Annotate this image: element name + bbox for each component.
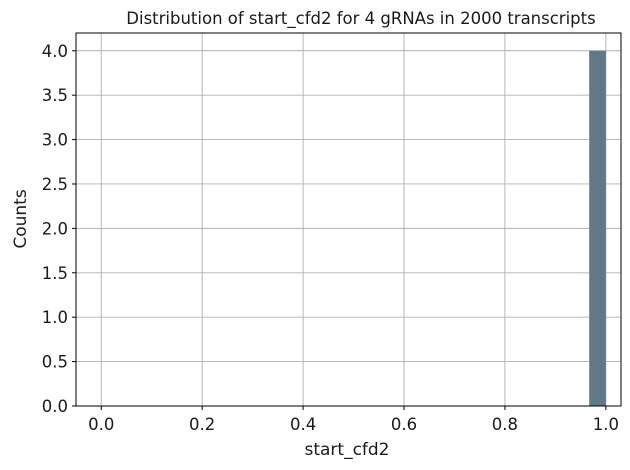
y-tick-label: 0.0	[42, 397, 68, 416]
grid-lines	[76, 33, 621, 407]
y-tick-label: 2.0	[42, 219, 68, 238]
x-axis-label: start_cfd2	[304, 440, 389, 460]
y-tick-label: 1.0	[42, 308, 68, 327]
histogram-bar	[589, 50, 606, 407]
x-tick-label: 0.0	[88, 415, 114, 434]
y-axis: 0.0 0.5 1.0 1.5 2.0 2.5 3.0 3.5 4.0	[42, 42, 76, 416]
x-tick-label: 1.0	[593, 415, 619, 434]
y-tick-label: 3.5	[42, 86, 68, 105]
y-tick-label: 0.5	[42, 353, 68, 372]
x-tick-label: 0.2	[189, 415, 215, 434]
x-tick-label: 0.8	[492, 415, 518, 434]
y-tick-label: 2.5	[42, 175, 68, 194]
y-tick-label: 1.5	[42, 264, 68, 283]
y-tick-label: 4.0	[42, 42, 68, 61]
x-tick-label: 0.6	[391, 415, 417, 434]
plot-frame	[75, 32, 622, 407]
y-tick-label: 3.0	[42, 131, 68, 150]
y-axis-label: Counts	[11, 189, 31, 248]
x-tick-label: 0.4	[290, 415, 316, 434]
x-axis: 0.0 0.2 0.4 0.6 0.8 1.0	[88, 406, 619, 434]
bars	[589, 50, 606, 407]
chart-title: Distribution of start_cfd2 for 4 gRNAs i…	[126, 9, 595, 29]
